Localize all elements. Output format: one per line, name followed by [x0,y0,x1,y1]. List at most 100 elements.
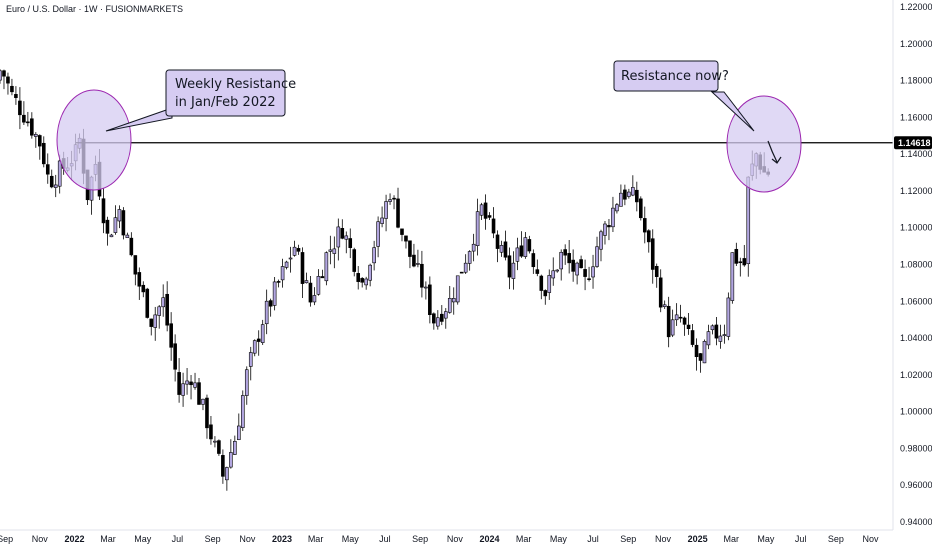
candle[interactable] [340,219,345,240]
candle[interactable] [619,184,623,207]
candle[interactable] [276,279,281,288]
candle[interactable] [205,394,209,439]
candle[interactable] [412,243,416,268]
candle[interactable] [181,372,185,407]
candle[interactable] [706,324,711,350]
candle[interactable] [324,251,329,286]
candle[interactable] [734,242,739,267]
candle[interactable] [404,235,408,249]
candle[interactable] [631,175,635,197]
candle[interactable] [503,230,508,261]
candle[interactable] [539,274,544,300]
candle[interactable] [173,334,177,382]
candle[interactable] [603,220,607,245]
candle[interactable] [507,247,512,290]
candle[interactable] [635,181,639,212]
candle[interactable] [666,296,671,348]
candle[interactable] [455,275,460,305]
candle[interactable] [149,318,154,336]
annotation-weekly-resistance[interactable]: Weekly Resistance in Jan/Feb 2022 [56,69,296,191]
candle[interactable] [121,207,126,240]
candle[interactable] [408,240,412,269]
candle[interactable] [117,205,122,229]
candle[interactable] [392,195,396,210]
candle[interactable] [141,281,146,298]
candle[interactable] [177,358,181,403]
candle[interactable] [372,240,376,271]
candle[interactable] [571,249,575,282]
candle[interactable] [615,202,619,214]
candle[interactable] [22,101,26,125]
candle[interactable] [296,244,301,255]
candle[interactable] [436,310,440,330]
candle[interactable] [487,212,492,220]
candle[interactable] [646,229,651,253]
x-axis[interactable]: Sep Nov 2022 Mar May Jul Sep Nov 2023 Mar May Jul Se… [0,529,893,544]
candle[interactable] [459,271,464,274]
candle[interactable] [57,154,62,194]
candle[interactable] [332,236,337,269]
candle[interactable] [579,255,583,269]
candle[interactable] [551,257,556,286]
candle[interactable] [105,216,110,246]
candle[interactable] [252,339,257,357]
candle[interactable] [229,439,233,469]
annotation-resistance-now[interactable]: Resistance now? [613,60,802,193]
candle[interactable] [320,269,325,279]
candle[interactable] [511,251,516,290]
candle[interactable] [316,269,321,296]
candle[interactable] [678,304,683,323]
candle[interactable] [113,205,118,235]
candle[interactable] [233,435,237,455]
candle[interactable] [360,277,364,288]
candle[interactable] [101,188,106,234]
candle[interactable] [368,263,372,287]
candle[interactable] [662,300,667,309]
candle[interactable] [344,231,349,254]
candle[interactable] [575,261,579,285]
candle[interactable] [376,216,380,258]
candle[interactable] [292,240,297,257]
candle[interactable] [567,240,571,274]
candle[interactable] [654,263,659,288]
candle[interactable] [583,259,587,291]
candle[interactable] [304,272,309,284]
candle[interactable] [479,202,484,221]
candle[interactable] [364,276,368,290]
candle[interactable] [161,284,165,317]
candle[interactable] [559,249,563,281]
candle[interactable] [352,247,357,277]
candle[interactable] [738,257,743,277]
y-axis[interactable]: 1.22000 1.20000 1.18000 1.16000 1.14000 1.120… [892,0,932,530]
candle[interactable] [463,254,468,274]
candle[interactable] [432,312,436,330]
candle[interactable] [443,308,448,329]
candle[interactable] [400,228,404,242]
candle[interactable] [639,196,643,221]
candle[interactable] [240,390,245,432]
candle[interactable] [702,339,707,364]
candle[interactable] [197,378,201,405]
candle[interactable] [674,303,679,326]
candle[interactable] [682,316,687,336]
candle[interactable] [555,269,560,273]
candle[interactable] [714,316,719,346]
candle[interactable] [380,206,384,228]
candle[interactable] [201,398,205,411]
candle[interactable] [137,267,142,300]
candle[interactable] [53,174,58,198]
candle[interactable] [6,72,10,95]
candle[interactable] [491,207,496,239]
candle[interactable] [420,250,424,298]
candle[interactable] [244,366,249,405]
candle[interactable] [451,287,456,315]
candle[interactable] [2,69,6,90]
candle[interactable] [439,305,444,326]
candle[interactable] [153,306,158,341]
candle[interactable] [447,285,452,314]
candle[interactable] [300,247,305,298]
candle[interactable] [237,413,241,441]
candle[interactable] [308,275,313,307]
candle[interactable] [328,235,333,265]
